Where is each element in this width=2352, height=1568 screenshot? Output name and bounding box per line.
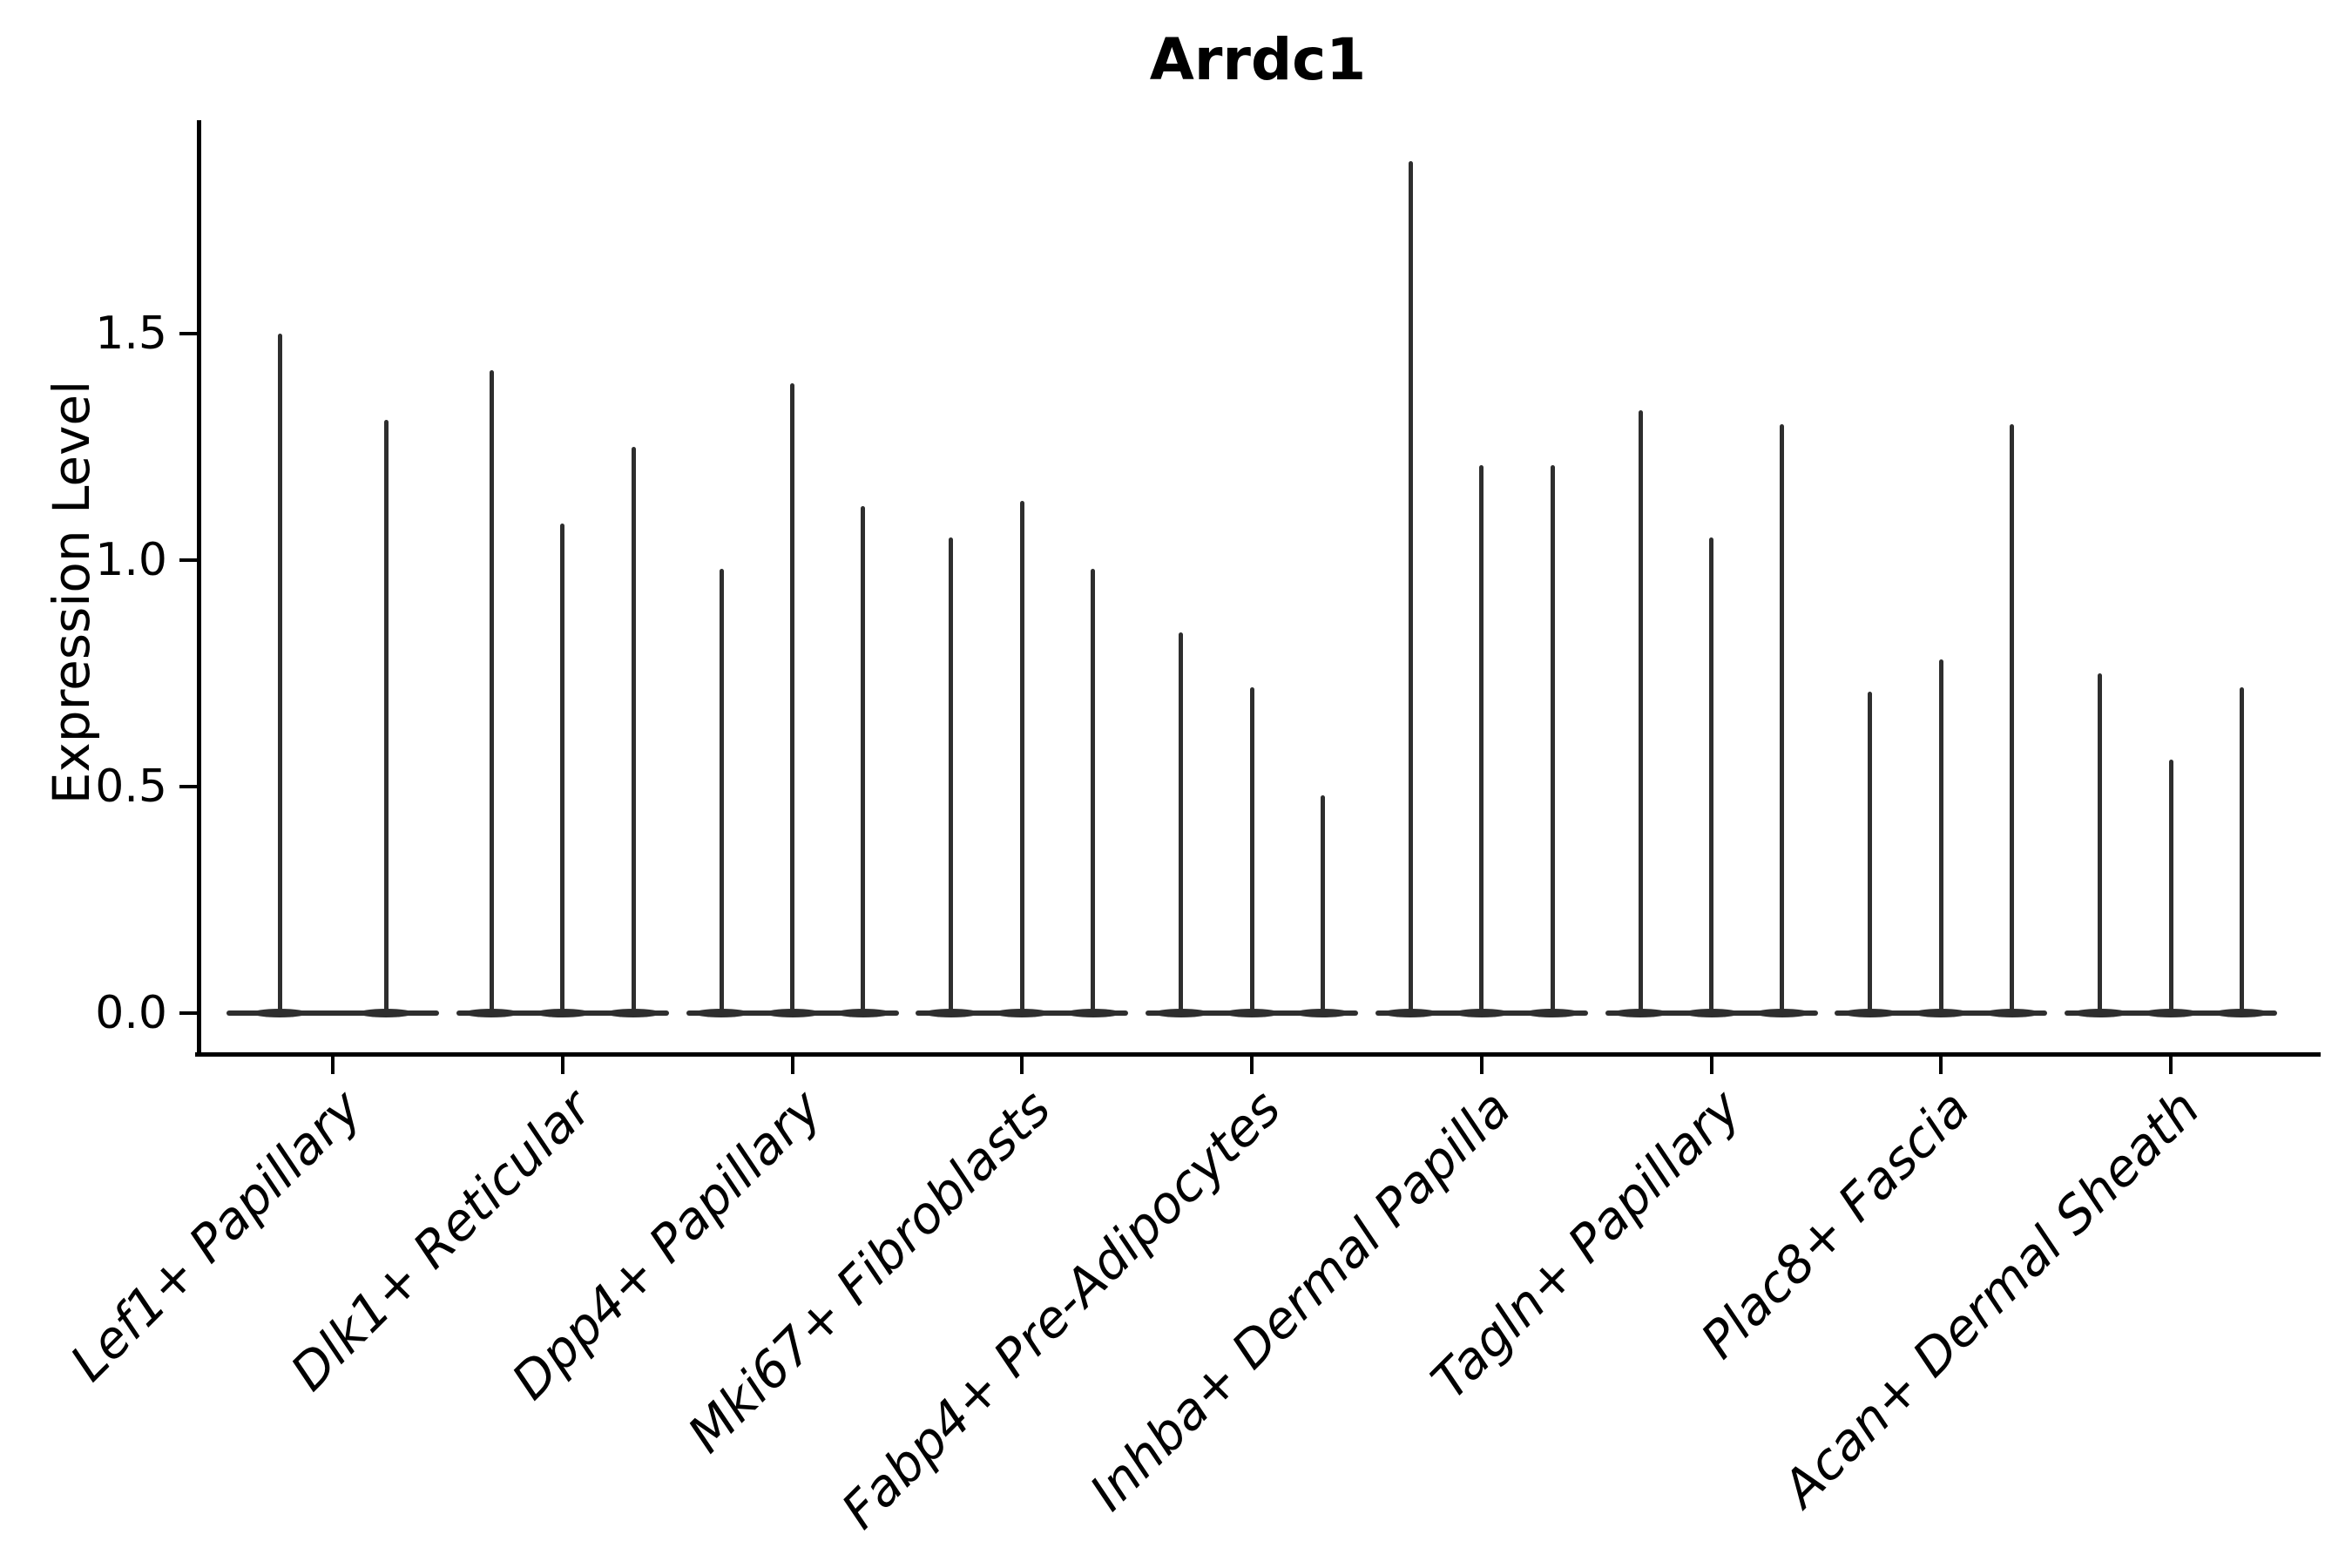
violin-spike <box>790 383 794 1016</box>
violin-spike <box>1550 464 1555 1016</box>
violin-spike <box>2098 673 2103 1016</box>
violin-spike <box>1320 795 1325 1016</box>
x-tick-mark <box>1709 1057 1713 1074</box>
violin-spike <box>489 369 494 1016</box>
violin-spike <box>1938 659 1943 1016</box>
violin-spike <box>861 505 866 1016</box>
page-title: Arrdc1 <box>1149 26 1367 93</box>
violin-spike <box>383 419 389 1016</box>
violin-spike <box>2168 759 2173 1016</box>
violin-spike <box>2010 424 2015 1016</box>
x-tick-label: Acan+ Dermal Sheath <box>1771 1078 2212 1518</box>
x-tick-mark <box>560 1057 564 1074</box>
x-tick-mark <box>790 1057 794 1074</box>
violin-spike <box>277 334 282 1016</box>
violin-spike <box>719 569 724 1016</box>
y-tick-mark <box>179 1011 197 1015</box>
violin-spike <box>1780 424 1785 1016</box>
violin-spike <box>1091 569 1096 1016</box>
violin-base <box>226 1010 439 1016</box>
violin-spike <box>1408 161 1413 1016</box>
y-axis-label: Expression Level <box>42 380 101 805</box>
violin-spike <box>560 524 565 1016</box>
x-tick-mark <box>1020 1057 1024 1074</box>
x-tick-mark <box>331 1057 335 1074</box>
x-tick-mark <box>1250 1057 1254 1074</box>
x-tick-label: Fabp4+ Pre-Adipocytes <box>829 1078 1293 1541</box>
violin-spike <box>1709 537 1713 1016</box>
violin-spike <box>2239 686 2244 1016</box>
y-tick-label: 0.5 <box>95 760 167 813</box>
x-tick-label: Inhba+ Dermal Papilla <box>1078 1078 1522 1523</box>
x-tick-mark <box>1479 1057 1484 1074</box>
y-tick-label: 1.5 <box>95 308 167 360</box>
x-tick-mark <box>2169 1057 2173 1074</box>
violin-spike <box>631 447 636 1016</box>
y-tick-mark <box>179 558 197 562</box>
y-tick-mark <box>179 785 197 788</box>
y-tick-label: 1.0 <box>95 534 167 586</box>
violin-spike <box>1179 632 1184 1016</box>
x-tick-mark <box>1939 1057 1943 1074</box>
y-tick-label: 0.0 <box>95 987 167 1039</box>
y-tick-mark <box>179 332 197 335</box>
violin-spike <box>1479 464 1484 1016</box>
y-axis-spine <box>197 120 201 1057</box>
violin-spike <box>1249 686 1254 1016</box>
violin-spike <box>1019 501 1024 1016</box>
violin-spike <box>949 537 954 1016</box>
violin-spike <box>1638 410 1643 1016</box>
x-axis-spine <box>195 1052 2321 1057</box>
violin-spike <box>1868 691 1873 1016</box>
